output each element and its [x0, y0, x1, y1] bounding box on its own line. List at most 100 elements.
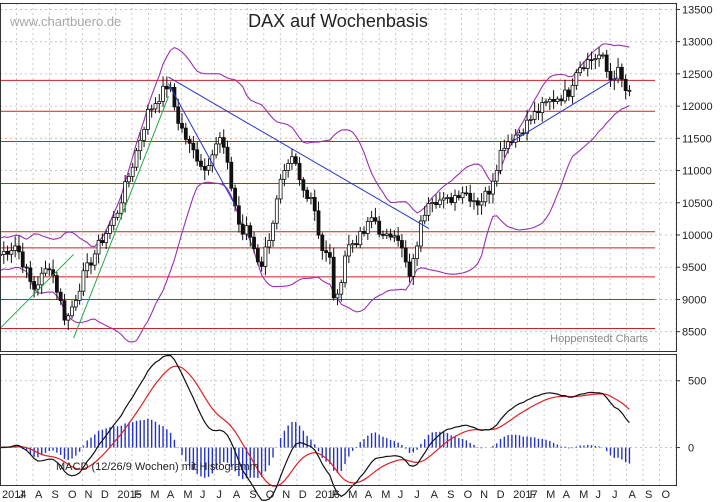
candle-body — [616, 66, 620, 80]
month-tick-label: A — [431, 489, 439, 501]
month-tick-label: M — [546, 489, 555, 501]
candle-body — [73, 299, 78, 308]
candle-body — [540, 102, 545, 113]
macd-tick-label: 0 — [688, 443, 694, 455]
candle-body — [483, 190, 488, 203]
candle-body — [104, 233, 109, 244]
candle-body — [267, 240, 272, 248]
candle-body — [441, 197, 446, 201]
month-tick-label: F — [530, 489, 537, 501]
candle-body — [255, 248, 260, 263]
candle-body — [449, 197, 454, 203]
candle-body — [384, 233, 389, 236]
candle-body — [400, 240, 404, 249]
candle-body — [248, 225, 253, 238]
candle-body — [17, 245, 21, 253]
candle-body — [309, 197, 313, 200]
month-tick-label: M — [150, 489, 159, 501]
candle-body — [547, 99, 552, 103]
candle-body — [274, 198, 279, 224]
candle-body — [32, 281, 37, 290]
candle-body — [498, 150, 503, 171]
candle-body — [100, 240, 105, 244]
candle-body — [58, 291, 63, 302]
candle-body — [437, 199, 442, 205]
candle-body — [551, 99, 556, 102]
horizontal-level-lines — [0, 79, 655, 329]
price-tick-label: 8500 — [682, 327, 706, 339]
month-tick-label: S — [51, 489, 58, 501]
price-tick-label: 13000 — [682, 37, 713, 49]
candle-body — [430, 202, 435, 204]
month-tick-label: A — [167, 489, 175, 501]
chart-title: DAX auf Wochenbasis — [248, 11, 428, 31]
candle-body — [229, 161, 234, 189]
candle-body — [305, 189, 310, 200]
candle-body — [517, 132, 522, 136]
candle-body — [85, 262, 90, 272]
month-tick-label: J — [414, 489, 420, 501]
candle-body — [407, 261, 412, 277]
candle-body — [176, 106, 181, 124]
candle-body — [343, 255, 347, 284]
candle-body — [214, 143, 219, 156]
price-tick-label: 9000 — [682, 294, 706, 306]
candle-body — [43, 268, 48, 274]
macd-histogram — [3, 418, 631, 480]
candle-body — [286, 163, 291, 171]
candle-body — [157, 101, 162, 105]
candle-body — [259, 261, 264, 267]
candle-body — [566, 89, 571, 97]
source-label: Hoppenstedt Charts — [550, 333, 648, 345]
candle-body — [66, 315, 71, 321]
candle-body — [525, 119, 529, 134]
macd-axis: 0 500 — [676, 376, 706, 455]
trendline — [168, 83, 237, 207]
month-tick-label: M — [348, 489, 357, 501]
month-tick-label: O — [662, 489, 671, 501]
candle-body — [479, 201, 484, 206]
candle-body — [39, 272, 44, 286]
candle-body — [574, 72, 579, 86]
macd-tick-label: 500 — [688, 376, 706, 388]
candle-body — [544, 101, 548, 104]
candle-body — [350, 243, 355, 246]
candle-body — [324, 250, 328, 253]
candle-body — [9, 250, 14, 255]
candle-body — [396, 235, 401, 241]
candle-body — [111, 217, 116, 226]
macd-label: MACD (12/26/9 Wochen) mit Histogramm — [56, 461, 259, 473]
candle-body — [339, 282, 344, 295]
month-tick-label: N — [84, 489, 92, 501]
month-tick-label: D — [101, 489, 109, 501]
candle-body — [453, 195, 457, 203]
candle-body — [54, 275, 59, 293]
candle-body — [70, 306, 74, 317]
candle-body — [1, 250, 6, 255]
month-tick-label: J — [18, 489, 24, 501]
month-tick-label: J — [398, 489, 404, 501]
candle-body — [36, 284, 40, 290]
candle-body — [434, 202, 438, 205]
candle-body — [415, 245, 420, 260]
candle-body — [456, 195, 461, 199]
candle-body — [20, 251, 25, 268]
month-tick-label: 2016 — [315, 489, 339, 501]
candle-body — [585, 59, 590, 69]
candle-body — [236, 205, 241, 225]
candle-body — [593, 58, 598, 61]
month-tick-label: O — [68, 489, 77, 501]
candle-body — [623, 79, 628, 91]
month-tick-label: A — [35, 489, 43, 501]
candle-body — [570, 84, 575, 97]
candle-body — [149, 108, 154, 111]
price-tick-label: 12000 — [682, 101, 713, 113]
candle-body — [127, 175, 131, 183]
candle-body — [47, 268, 52, 271]
candle-body — [510, 141, 514, 144]
month-tick-label: D — [299, 489, 307, 501]
candle-body — [589, 59, 594, 61]
candle-body — [559, 98, 564, 102]
candle-body — [365, 221, 370, 234]
